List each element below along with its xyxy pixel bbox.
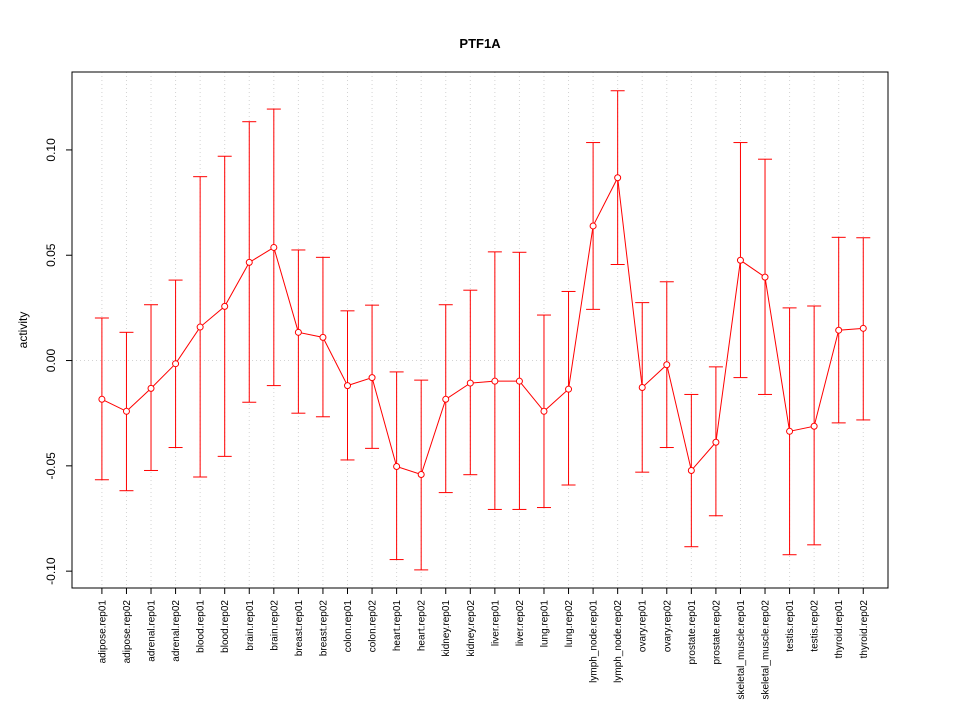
data-point	[344, 382, 351, 390]
data-point	[614, 174, 622, 182]
x-tick-label: liver.rep01	[490, 600, 501, 647]
x-tick-label: adrenal.rep02	[171, 600, 182, 662]
y-tick-label: 0.00	[44, 349, 58, 373]
x-tick-label: testis.rep01	[785, 600, 796, 652]
data-point	[466, 379, 474, 387]
grid-layer	[72, 72, 888, 588]
data-point	[417, 470, 425, 478]
data-point	[835, 326, 843, 334]
x-tick-label: lung.rep01	[539, 600, 550, 648]
x-tick-label: kidney.rep01	[441, 600, 452, 657]
data-point	[294, 328, 302, 336]
data-point	[122, 407, 130, 415]
data-point	[245, 258, 253, 266]
data-point	[221, 302, 229, 310]
x-tick-label: blood.rep02	[220, 600, 231, 653]
x-tick-label: lung.rep02	[564, 600, 575, 648]
x-tick-label: prostate.rep01	[687, 600, 698, 665]
x-tick-label: ovary.rep02	[662, 600, 673, 653]
data-point	[736, 256, 744, 264]
x-tick-label: heart.rep02	[417, 600, 428, 652]
data-point	[712, 438, 720, 446]
y-tick-label: -0.05	[44, 452, 58, 480]
x-tick-label: colon.rep02	[368, 600, 379, 653]
data-point	[172, 360, 180, 368]
axis-layer: -0.10 -0.05 0.00 0.05 0.10 adipose.rep01 adipo…	[44, 138, 870, 700]
y-tick-label: -0.10	[44, 557, 58, 585]
data-point	[196, 323, 204, 331]
data-point	[270, 243, 278, 251]
data-point	[859, 324, 867, 332]
chart-title: PTF1A	[459, 36, 501, 51]
x-tick-label: skeletal_muscle.rep02	[761, 600, 772, 700]
series-line	[101, 176, 864, 476]
x-tick-label: brain.rep01	[245, 600, 256, 651]
x-tick-label: lymph_node.rep02	[613, 600, 624, 683]
x-tick-label: breast.rep02	[318, 600, 329, 657]
data-point	[442, 395, 450, 403]
x-tick-label: prostate.rep02	[711, 600, 722, 665]
x-tick-label: thyroid.rep01	[834, 600, 845, 659]
data-point	[393, 462, 401, 470]
x-tick-label: breast.rep01	[294, 600, 305, 657]
data-point	[540, 407, 548, 415]
data-point	[761, 273, 769, 281]
y-tick-label: 0.05	[44, 243, 58, 267]
data-point	[98, 395, 106, 403]
x-tick-label: colon.rep01	[343, 600, 354, 653]
x-tick-label: heart.rep01	[392, 600, 403, 652]
data-point	[687, 466, 695, 474]
x-tick-label: brain.rep02	[269, 600, 280, 651]
data-point	[368, 374, 376, 382]
data-point	[319, 333, 327, 341]
data-point	[638, 383, 646, 391]
x-tick-label: adrenal.rep01	[147, 600, 158, 662]
data-point	[515, 377, 523, 385]
series-layer	[94, 90, 871, 571]
x-tick-label: liver.rep02	[515, 600, 526, 647]
y-tick-label: 0.10	[44, 138, 58, 162]
x-tick-label: kidney.rep02	[466, 600, 477, 657]
data-point	[147, 384, 155, 392]
data-point	[663, 361, 671, 369]
x-tick-label: blood.rep01	[196, 600, 207, 653]
y-axis-label: activity	[16, 312, 30, 349]
x-tick-label: testis.rep02	[810, 600, 821, 652]
x-tick-label: adipose.rep02	[122, 600, 133, 664]
data-point	[810, 422, 818, 430]
x-tick-label: lymph_node.rep01	[589, 600, 600, 683]
data-point	[565, 385, 573, 393]
plot-frame	[71, 71, 889, 589]
x-tick-label: thyroid.rep02	[859, 600, 870, 659]
data-point	[786, 427, 794, 435]
data-point	[491, 377, 499, 385]
x-tick-label: skeletal_muscle.rep01	[736, 600, 747, 700]
data-point	[589, 222, 597, 230]
x-tick-label: adipose.rep01	[97, 600, 108, 664]
x-tick-label: ovary.rep01	[638, 600, 649, 653]
